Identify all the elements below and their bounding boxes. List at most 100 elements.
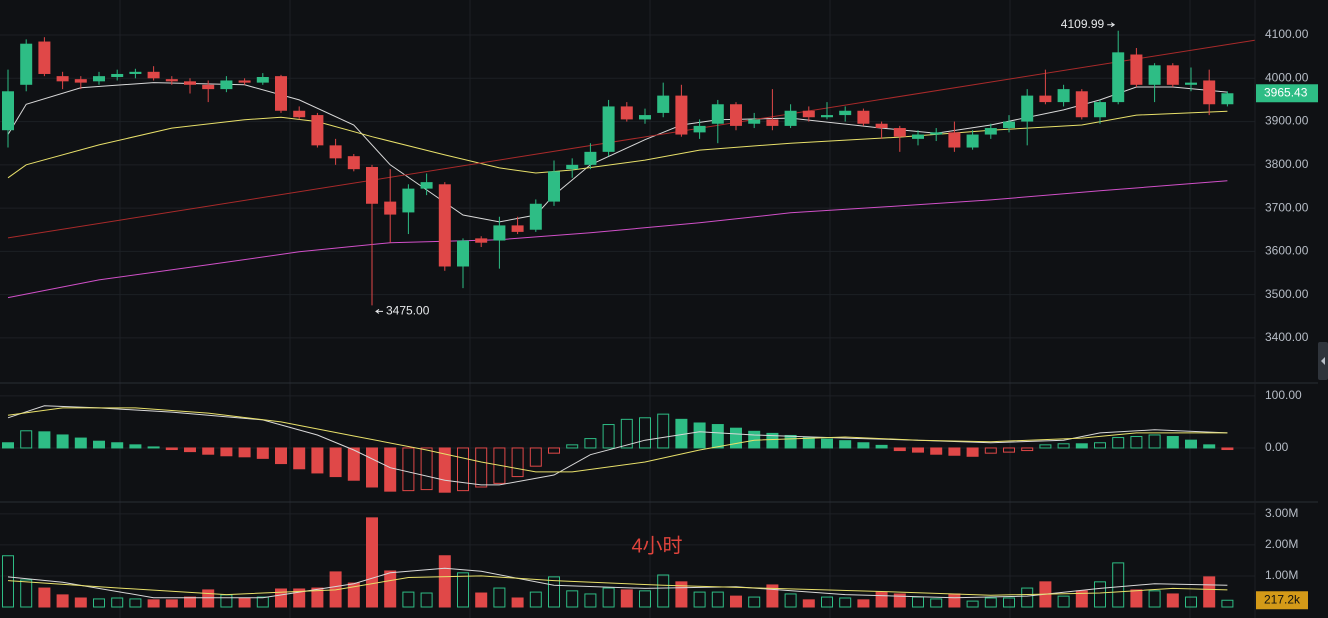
candle-body (1039, 95, 1052, 103)
candle-body (1075, 91, 1088, 118)
candle-body (56, 76, 69, 82)
histogram-bar (784, 434, 797, 449)
histogram-bar (256, 447, 269, 459)
volume-bar (1075, 590, 1088, 608)
volume-bar (839, 597, 852, 608)
volume-bar (475, 592, 488, 608)
histogram-bar (2, 442, 14, 449)
histogram-bar (802, 437, 815, 449)
candle-body (493, 225, 506, 241)
histogram-bar (1166, 436, 1179, 449)
indicator-line (7, 82, 1228, 223)
y-tick-label: 100.00 (1265, 388, 1302, 402)
histogram-bar (548, 447, 560, 454)
volume-bar (748, 596, 761, 608)
candle-body (1203, 80, 1216, 105)
volume-bar (347, 582, 360, 608)
sidebar-handle[interactable] (1318, 342, 1328, 380)
indicator-line (7, 110, 1228, 179)
histogram-bar (402, 447, 415, 492)
candle-body (2, 91, 14, 131)
y-tick-label: 3400.00 (1265, 330, 1309, 344)
candle-body (675, 95, 688, 135)
histogram-bar (56, 434, 69, 449)
volume-bar (1221, 599, 1234, 608)
price-annotation: 3475.00 (386, 304, 430, 318)
volume-bar (165, 599, 178, 608)
volume-bar (311, 587, 324, 608)
annotation-arrow (375, 309, 383, 314)
vertical-grid (119, 0, 1191, 618)
indicator-line (7, 39, 1255, 239)
volume-bar (1057, 595, 1070, 608)
histogram-bar (1130, 436, 1143, 449)
y-tick-label: 3900.00 (1265, 114, 1309, 128)
histogram-bar (438, 447, 451, 493)
histogram-bar (329, 447, 342, 478)
histogram-bar (529, 447, 542, 467)
y-tick-label: 0.00 (1265, 440, 1289, 454)
candle-body (384, 201, 397, 215)
volume-bar (566, 590, 579, 608)
candle-body (766, 119, 779, 126)
candle-body (275, 76, 287, 111)
y-tick-label: 3.00M (1265, 506, 1298, 520)
histogram-bar (475, 447, 488, 488)
histogram-bar (74, 437, 87, 449)
volume-bar (384, 570, 397, 608)
candle-body (238, 80, 251, 83)
volume-bar (602, 587, 615, 608)
volume-bar (20, 579, 33, 608)
candle-body (184, 81, 196, 85)
histogram-bar (1075, 443, 1088, 449)
volume-bar (657, 574, 670, 608)
volume-bar (1166, 593, 1179, 608)
volume-bar (420, 592, 433, 608)
histogram-bar (948, 447, 961, 456)
candle-body (256, 77, 269, 83)
volume-bar (529, 591, 542, 608)
indicator-line (7, 405, 1228, 486)
volume-bar (1148, 590, 1161, 608)
volume-bar (675, 581, 688, 608)
candle-body (821, 115, 833, 118)
y-tick-label: 3700.00 (1265, 200, 1309, 214)
candle-body (730, 104, 742, 126)
volume-bar (493, 587, 506, 608)
volume-bar (457, 572, 469, 608)
y-tick-label: 3500.00 (1265, 287, 1309, 301)
volume-bar (802, 599, 815, 608)
candle-body (912, 134, 924, 139)
volume-bar (730, 595, 742, 608)
volume-bar (1003, 597, 1015, 608)
histogram-bar (457, 447, 469, 492)
volume-bar (693, 591, 706, 608)
histogram-bar (912, 447, 924, 453)
volume-bar (1203, 576, 1216, 608)
volume-bar (1112, 562, 1125, 608)
histogram-bar (420, 447, 433, 491)
volume-bar (639, 590, 651, 608)
candle-body (402, 188, 415, 213)
histogram-bar (202, 447, 215, 455)
candle-body (784, 110, 797, 126)
candle-body (839, 110, 852, 116)
candle-body (802, 110, 815, 118)
volume-bar (511, 597, 524, 608)
volume-bar (948, 593, 961, 608)
histogram-bar (821, 438, 833, 449)
candle-body (1112, 52, 1125, 103)
histogram-bar (839, 440, 852, 449)
annotation-arrow (1107, 22, 1116, 28)
histogram-bar (384, 447, 397, 492)
candle-body (475, 238, 488, 243)
candle-body (657, 95, 670, 113)
candle-body (129, 71, 142, 74)
candle-body (1057, 89, 1070, 103)
histogram-bar (147, 446, 160, 449)
candle-body (1130, 54, 1143, 85)
candle-body (38, 41, 51, 74)
candle-body (293, 110, 306, 118)
histogram-bar (984, 447, 997, 454)
